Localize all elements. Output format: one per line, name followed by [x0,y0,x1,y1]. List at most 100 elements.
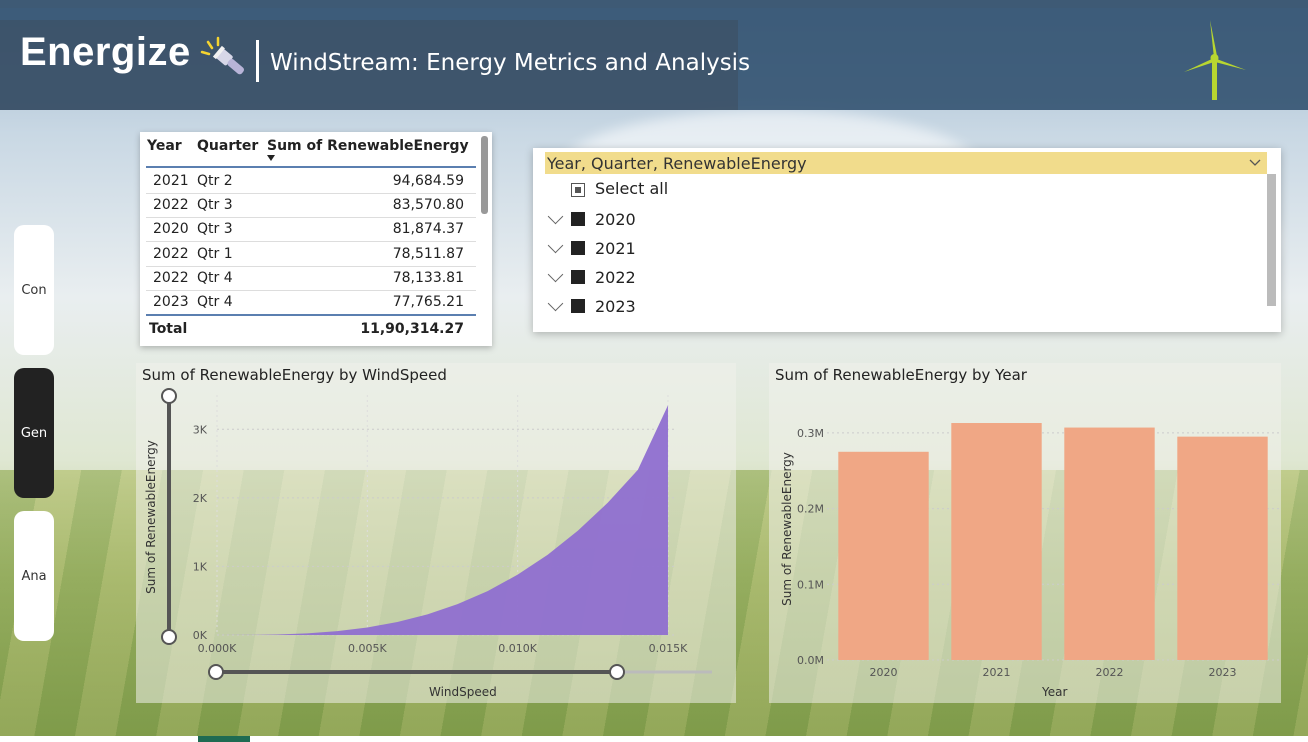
cell-value: 77,765.21 [392,294,464,310]
cell-quarter: Qtr 4 [197,294,233,310]
y-tick-label: 0.2M [797,503,824,516]
slicer-item-2023[interactable]: 2023 [595,297,636,316]
x-tick-label: 2023 [1209,666,1237,679]
cell-year: 2021 [153,173,189,189]
x-tick-label: 2022 [1096,666,1124,679]
y-tick-label: 1K [193,560,208,573]
slicer-checkbox-2020[interactable] [571,212,585,226]
y-tick-label: 0.1M [797,578,824,591]
table-row[interactable]: 2023 Qtr 4 77,765.21 [146,290,476,315]
column-header-quarter[interactable]: Quarter [197,138,259,154]
total-value: 11,90,314.27 [360,321,464,337]
slicer-checkbox-2021[interactable] [571,241,585,255]
table-scrollbar[interactable] [481,136,488,214]
windspeed-y-axis-label: Sum of RenewableEnergy [143,440,158,594]
y-tick-label: 0K [193,629,208,642]
cell-value: 94,684.59 [392,173,464,189]
cell-value: 81,874.37 [392,221,464,237]
x-tick-label: 0.000K [198,642,237,655]
year-x-axis-label: Year [1042,685,1068,699]
nav-button-ana[interactable]: Ana [14,511,54,641]
nav-button-label: Ana [21,568,47,584]
y-tick-label: 3K [193,423,208,436]
cell-year: 2020 [153,221,189,237]
year-bar-chart[interactable]: 0.0M 0.1M 0.2M 0.3M 2020 2021 2022 2023 [769,385,1281,703]
y-range-slider-handle[interactable] [161,629,177,645]
y-tick-label: 0.0M [797,654,824,667]
cell-quarter: Qtr 1 [197,246,233,262]
year-y-axis-label: Sum of RenewableEnergy [779,452,794,606]
slicer-header-label: Year, Quarter, RenewableEnergy [547,154,807,173]
table-total-row: Total 11,90,314.27 [146,314,476,342]
expand-chevron-icon[interactable] [547,295,564,312]
x-tick-label: 2020 [870,666,898,679]
windspeed-x-axis-label: WindSpeed [429,685,497,699]
y-tick-label: 0.3M [797,427,824,440]
flashlight-icon [200,36,245,75]
ribbon-strip [0,0,1308,8]
slicer-item-2020[interactable]: 2020 [595,210,636,229]
renewable-energy-area [217,405,668,635]
cell-value: 78,133.81 [392,270,464,286]
table-row[interactable]: 2021 Qtr 2 94,684.59 [146,169,476,194]
column-header-year[interactable]: Year [147,138,182,154]
bar-2022[interactable] [1064,427,1155,660]
year-quarter-slicer[interactable]: Year, Quarter, RenewableEnergy Select al… [533,148,1281,332]
wind-turbine-icon [1184,20,1246,100]
expand-chevron-icon[interactable] [547,208,564,225]
header-title-area [0,20,738,110]
active-page-tab[interactable] [198,736,250,742]
select-all-label[interactable]: Select all [595,179,669,198]
bar-2021[interactable] [951,423,1042,660]
cell-quarter: Qtr 3 [197,197,233,213]
slicer-item-2021[interactable]: 2021 [595,239,636,258]
windspeed-chart-title: Sum of RenewableEnergy by WindSpeed [142,366,447,384]
table-row[interactable]: 2022 Qtr 3 83,570.80 [146,193,476,218]
cell-year: 2022 [153,197,189,213]
status-bar [0,736,1308,742]
chevron-down-icon[interactable] [1249,158,1261,168]
header-rule [146,166,476,168]
nav-button-con[interactable]: Con [14,225,54,355]
slicer-checkbox-2023[interactable] [571,299,585,313]
bar-2020[interactable] [838,451,929,660]
slicer-item-2022[interactable]: 2022 [595,268,636,287]
x-tick-label: 0.010K [498,642,537,655]
select-all-checkbox[interactable] [571,183,585,197]
table-row[interactable]: 2022 Qtr 1 78,511.87 [146,242,476,267]
x-range-slider-handle[interactable] [208,664,224,680]
column-header-renewable[interactable]: Sum of RenewableEnergy [267,138,469,154]
total-label: Total [149,321,188,337]
expand-chevron-icon[interactable] [547,237,564,254]
y-tick-label: 2K [193,492,208,505]
header-divider [256,40,259,82]
slicer-scrollbar[interactable] [1267,174,1276,306]
report-subtitle: WindStream: Energy Metrics and Analysis [270,50,751,76]
bar-2023[interactable] [1177,436,1268,660]
cell-value: 78,511.87 [392,246,464,262]
quarter-table[interactable]: Year Quarter Sum of RenewableEnergy 2021… [140,132,492,346]
nav-button-gen[interactable]: Gen [14,368,54,498]
expand-chevron-icon[interactable] [547,266,564,283]
year-chart-title: Sum of RenewableEnergy by Year [775,366,1027,384]
slicer-checkbox-2022[interactable] [571,270,585,284]
slicer-header[interactable]: Year, Quarter, RenewableEnergy [545,152,1267,174]
table-row[interactable]: 2022 Qtr 4 78,133.81 [146,266,476,291]
y-range-slider-handle[interactable] [161,388,177,404]
cell-value: 83,570.80 [392,197,464,213]
sort-descending-icon [267,155,275,161]
x-range-slider-handle[interactable] [609,664,625,680]
brand-title: Energize [20,30,191,74]
cell-quarter: Qtr 3 [197,221,233,237]
table-row[interactable]: 2020 Qtr 3 81,874.37 [146,217,476,242]
x-tick-label: 2021 [983,666,1011,679]
windspeed-area-chart[interactable]: 0K 1K 2K 3K 0.000K 0.005K 0.010K 0.015K [136,385,736,703]
cell-year: 2022 [153,270,189,286]
x-tick-label: 0.005K [348,642,387,655]
cell-year: 2023 [153,294,189,310]
nav-button-label: Con [21,282,47,298]
x-tick-label: 0.015K [649,642,688,655]
cell-quarter: Qtr 4 [197,270,233,286]
cell-quarter: Qtr 2 [197,173,233,189]
nav-button-label: Gen [20,425,48,441]
